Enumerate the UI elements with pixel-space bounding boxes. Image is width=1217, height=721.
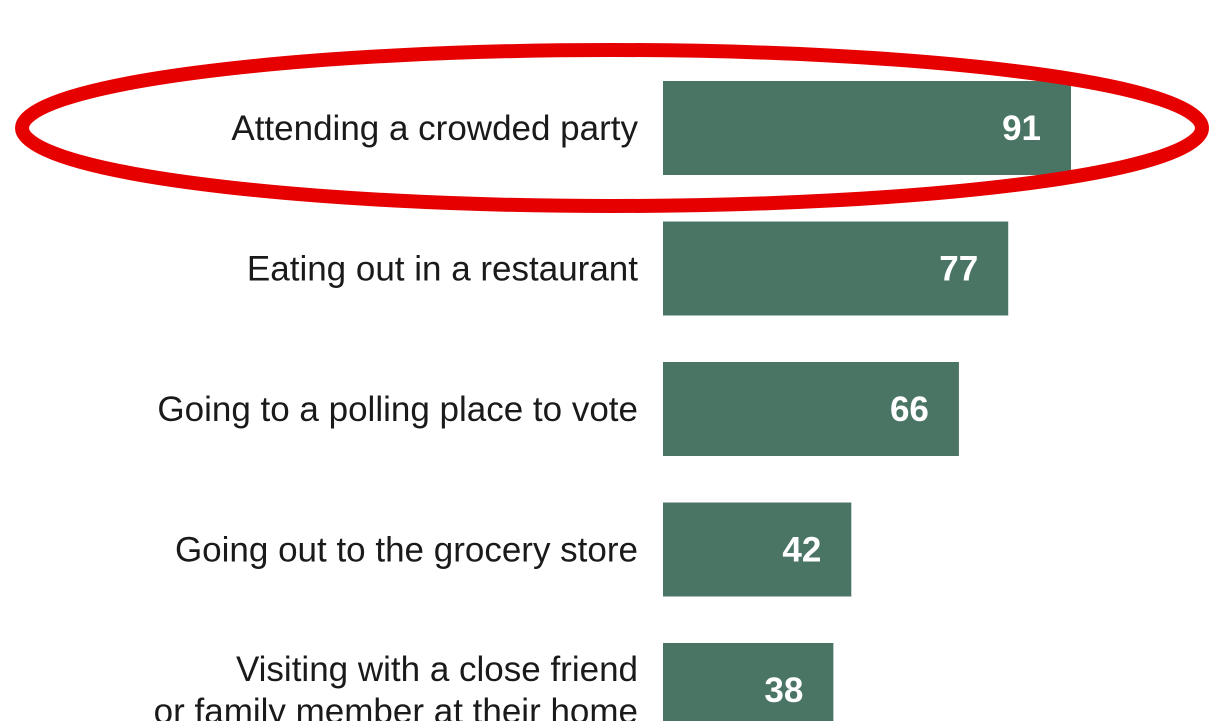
value-label-2: 66 [890,390,929,429]
value-label-1: 77 [939,250,978,289]
category-label-2: Going to a polling place to vote [157,390,638,429]
bar-3 [663,502,852,597]
highlight-ellipse [15,43,1209,213]
bar-2 [663,362,959,456]
bar-0 [663,81,1071,175]
category-label-1: Eating out in a restaurant [247,250,638,289]
bars-group [663,81,1071,721]
category-labels: Attending a crowded party Eating out in a… [154,109,639,721]
bar-1 [663,221,1009,316]
value-label-3: 42 [782,531,821,570]
category-label-3: Going out to the grocery store [175,531,638,570]
value-labels: 91 77 66 42 38 [764,109,1041,710]
chart-title-fragment [40,0,57,18]
bar-4 [663,643,834,721]
category-label-4-line-0: Visiting with a close friend [236,650,638,689]
category-label-4-line-1: or family member at their home [154,692,638,721]
value-label-4: 38 [764,671,803,710]
value-label-0: 91 [1002,109,1041,148]
category-label-0: Attending a crowded party [231,109,638,148]
